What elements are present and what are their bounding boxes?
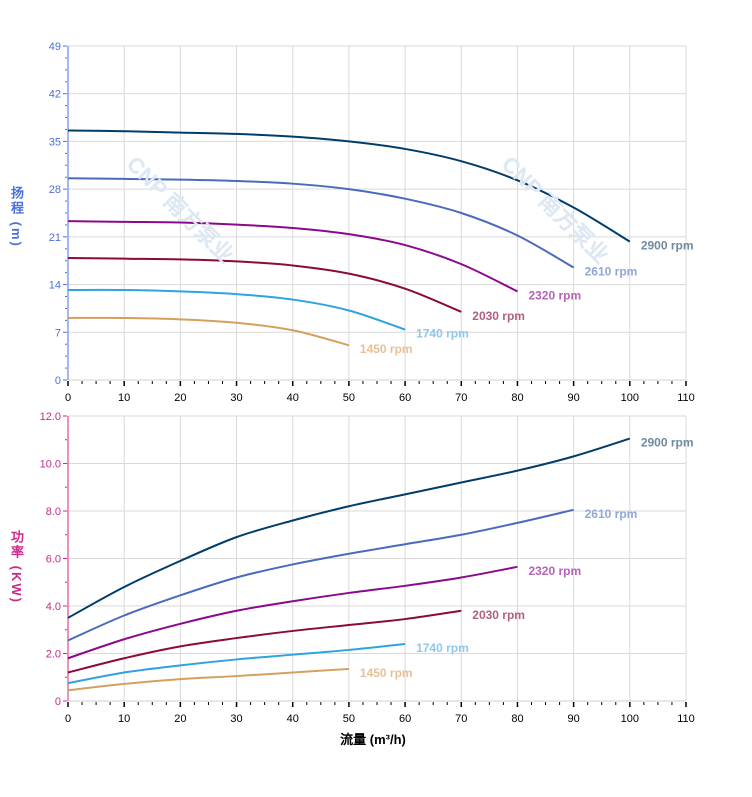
y-tick-label: 14 xyxy=(49,280,61,292)
series-label: 1740 rpm xyxy=(416,327,469,341)
power-y-axis-label: 功率 (KW) xyxy=(9,530,24,604)
x-tick-label: 0 xyxy=(65,392,71,404)
head-y-axis-label: 扬程 (m) xyxy=(9,186,24,248)
x-tick-label: 90 xyxy=(568,713,580,725)
y-tick-label: 0 xyxy=(55,696,61,708)
x-tick-label: 20 xyxy=(174,392,186,404)
x-tick-label: 100 xyxy=(621,392,639,404)
x-tick-label: 0 xyxy=(65,713,71,725)
x-tick-label: 40 xyxy=(287,392,299,404)
series-line-2030-rpm xyxy=(67,256,462,313)
series-label: 2320 rpm xyxy=(528,564,581,578)
y-tick-label: 12.0 xyxy=(40,411,61,423)
y-tick-label: 4.0 xyxy=(46,601,61,613)
x-tick-label: 70 xyxy=(455,713,467,725)
series-label: 2030 rpm xyxy=(472,309,525,323)
series-label: 2610 rpm xyxy=(585,265,638,279)
x-tick-label: 100 xyxy=(621,713,639,725)
series-line-2900-rpm xyxy=(67,437,631,619)
series-label: 1740 rpm xyxy=(416,641,469,655)
series-line-2610-rpm xyxy=(67,177,575,269)
y-tick-label: 7 xyxy=(55,327,61,339)
series-line-2610-rpm xyxy=(67,508,574,642)
y-tick-label: 28 xyxy=(49,184,61,196)
y-tick-label: 6.0 xyxy=(46,554,61,566)
x-tick-label: 110 xyxy=(677,713,695,725)
series-label: 1450 rpm xyxy=(360,666,413,680)
y-tick-label: 8.0 xyxy=(46,506,61,518)
series-label: 2320 rpm xyxy=(528,288,581,302)
series-line-1740-rpm xyxy=(67,643,406,685)
x-tick-label: 60 xyxy=(399,713,411,725)
series-line-1450-rpm xyxy=(67,667,349,692)
x-tick-label: 80 xyxy=(511,392,523,404)
x-tick-label: 30 xyxy=(230,713,242,725)
x-axis-label-text: 流量 (m³/h) xyxy=(340,732,406,747)
x-tick-label: 50 xyxy=(343,392,355,404)
x-tick-label: 10 xyxy=(118,713,130,725)
y-tick-label: 10.0 xyxy=(40,459,61,471)
x-tick-label: 10 xyxy=(118,392,130,404)
y-tick-label: 42 xyxy=(49,89,61,101)
series-label: 2900 rpm xyxy=(641,436,694,450)
series-label: 2610 rpm xyxy=(585,507,638,521)
series-line-2900-rpm xyxy=(67,129,631,243)
series-label: 2900 rpm xyxy=(641,239,694,253)
y-tick-label: 35 xyxy=(49,136,61,148)
series-label: 2030 rpm xyxy=(472,608,525,622)
y-tick-label: 2.0 xyxy=(46,649,61,661)
x-tick-label: 40 xyxy=(287,713,299,725)
x-tick-label: 50 xyxy=(343,713,355,725)
x-tick-label: 30 xyxy=(230,392,242,404)
y-tick-label: 0 xyxy=(55,375,61,387)
series-line-1450-rpm xyxy=(67,316,350,347)
series-label: 1450 rpm xyxy=(360,342,413,356)
series-line-1740-rpm xyxy=(67,288,406,331)
x-tick-label: 20 xyxy=(174,713,186,725)
x-tick-label: 110 xyxy=(677,392,695,404)
x-tick-label: 60 xyxy=(399,392,411,404)
series-line-2320-rpm xyxy=(67,220,518,293)
y-tick-label: 49 xyxy=(49,41,61,53)
series-line-2320-rpm xyxy=(67,565,518,660)
series-line-2030-rpm xyxy=(67,609,462,674)
x-tick-label: 70 xyxy=(455,392,467,404)
x-axis-label: 流量 (m³/h) xyxy=(0,729,752,748)
x-tick-label: 90 xyxy=(568,392,580,404)
y-tick-label: 21 xyxy=(49,232,61,244)
watermark: CNP 南方泵业 xyxy=(497,151,614,268)
x-tick-label: 80 xyxy=(511,713,523,725)
